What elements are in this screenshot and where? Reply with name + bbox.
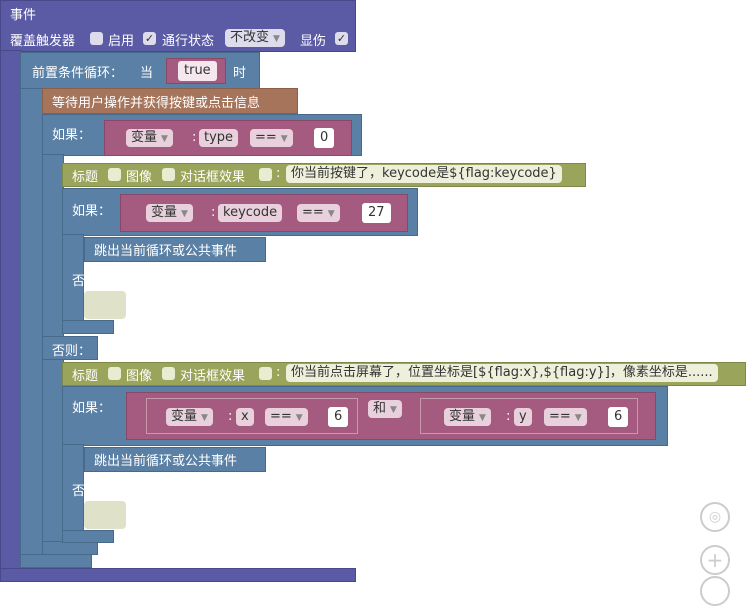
- title2-image-checkbox[interactable]: [162, 367, 175, 380]
- enable-checkbox[interactable]: ✓: [143, 32, 156, 45]
- title2-dialog-checkbox[interactable]: [259, 367, 272, 380]
- op-dropdown-x[interactable]: == ▼: [265, 408, 308, 426]
- if2-label: 如果：: [72, 204, 112, 219]
- if3-label: 如果：: [72, 401, 112, 416]
- if1-label: 如果：: [52, 128, 92, 143]
- compare-value-y[interactable]: 6: [608, 407, 629, 427]
- event-block[interactable]: [0, 0, 356, 52]
- title2-dialog-label: 对话框效果: [180, 369, 246, 384]
- title1-label: 标题: [72, 170, 99, 185]
- condition-value[interactable]: true: [178, 61, 217, 81]
- pass-dropdown[interactable]: 不改变 ▼: [225, 29, 285, 47]
- var-name-x[interactable]: x: [236, 408, 254, 426]
- compare-value-x[interactable]: 6: [328, 407, 349, 427]
- empty-slot-2[interactable]: [84, 501, 126, 529]
- override-label: 覆盖触发器: [10, 34, 76, 49]
- zoom-in-icon[interactable]: +: [700, 545, 730, 575]
- var-dropdown-2[interactable]: 变量 ▼: [146, 204, 193, 222]
- wait-block[interactable]: [42, 88, 298, 114]
- title1-text[interactable]: 你当前按键了，keycode是${flag:keycode}: [286, 165, 562, 183]
- enable-label: 启用: [108, 34, 135, 49]
- loop-when: 当: [140, 66, 154, 81]
- and-dropdown[interactable]: 和 ▼: [368, 400, 402, 418]
- show-damage-checkbox[interactable]: ✓: [335, 32, 348, 45]
- op-dropdown-2[interactable]: == ▼: [297, 204, 340, 222]
- title2-text[interactable]: 你当前点击屏幕了，位置坐标是[${flag:x},${flag:y}]，像素坐标…: [286, 364, 718, 382]
- title2-label: 标题: [72, 369, 99, 384]
- empty-slot-1[interactable]: [84, 291, 126, 319]
- wait-label: 等待用户操作并获得按键或点击信息: [52, 96, 261, 111]
- title1-image-label: 图像: [126, 170, 153, 185]
- if3-else-label: 否则：: [72, 484, 112, 499]
- pass-label: 通行状态: [162, 34, 215, 49]
- if1-bottom: [42, 541, 98, 555]
- op-dropdown-y[interactable]: == ▼: [544, 408, 587, 426]
- var-dropdown-x[interactable]: 变量 ▼: [166, 408, 213, 426]
- op-dropdown[interactable]: == ▼: [250, 129, 293, 147]
- if1-else-label: 否则：: [52, 344, 92, 359]
- event-block-strip: [0, 50, 22, 572]
- if3-bottom: [62, 530, 114, 543]
- var-dropdown-y[interactable]: 变量 ▼: [444, 408, 491, 426]
- zoom-out-icon[interactable]: [700, 576, 730, 606]
- loop-bottom: [20, 554, 92, 568]
- var-name[interactable]: type: [199, 129, 239, 147]
- if2-bottom: [62, 320, 114, 334]
- loop-suffix: 时: [233, 66, 247, 81]
- title2-label-checkbox[interactable]: [108, 367, 121, 380]
- var-dropdown[interactable]: 变量 ▼: [126, 129, 173, 147]
- var-name-y[interactable]: y: [514, 408, 532, 426]
- compare-value[interactable]: 0: [314, 128, 335, 148]
- loop-strip: [20, 88, 44, 558]
- title1-label-checkbox[interactable]: [108, 168, 121, 181]
- recenter-target-icon[interactable]: ◎: [700, 502, 730, 532]
- break-block-2[interactable]: [84, 447, 266, 472]
- event-block-bottom: [0, 568, 356, 582]
- title1-dialog-label: 对话框效果: [180, 170, 246, 185]
- title2-image-label: 图像: [126, 369, 153, 384]
- show-damage-label: 显伤: [300, 34, 327, 49]
- loop-label: 前置条件循环：: [32, 66, 124, 81]
- title1-dialog-checkbox[interactable]: [259, 168, 272, 181]
- var-name-2-label[interactable]: keycode: [218, 204, 283, 222]
- title1-image-checkbox[interactable]: [162, 168, 175, 181]
- compare-value-2[interactable]: 27: [362, 203, 391, 223]
- event-title: 事件: [10, 8, 37, 23]
- break-label-1: 跳出当前循环或公共事件: [94, 244, 238, 259]
- break-label-2: 跳出当前循环或公共事件: [94, 454, 238, 469]
- override-checkbox[interactable]: [90, 32, 103, 45]
- if2-else-label: 否则：: [72, 274, 112, 289]
- if1-else-row: [42, 336, 98, 360]
- break-block-1[interactable]: [84, 237, 266, 262]
